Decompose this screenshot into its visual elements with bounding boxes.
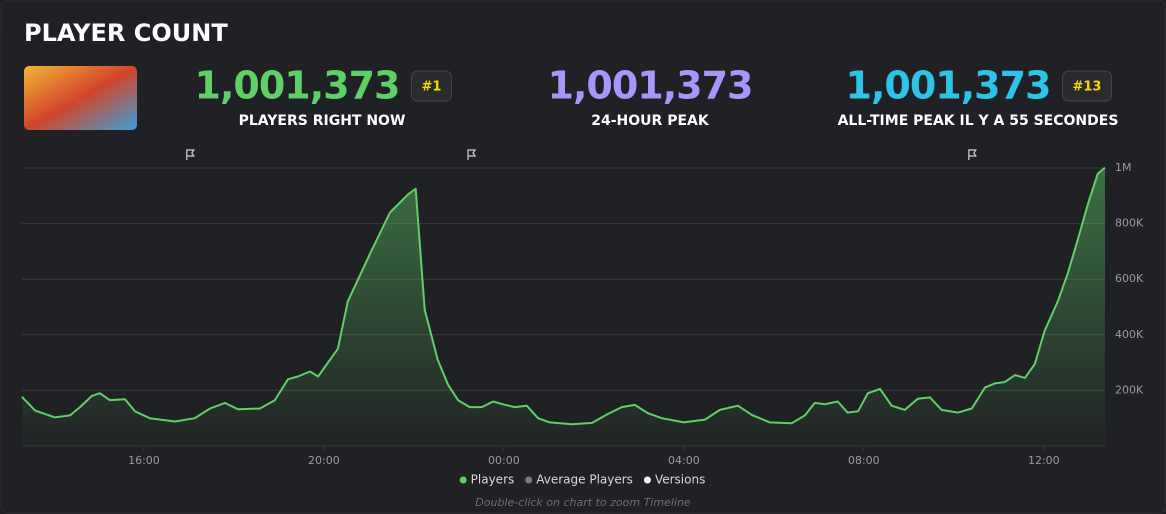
- stat-label: PLAYERS RIGHT NOW: [239, 113, 406, 129]
- rank-badge: [1061, 70, 1112, 102]
- chart-hint: Double-click on chart to zoom Timeline: [475, 496, 691, 509]
- stat-value: 1,001,373: [548, 64, 753, 108]
- x-tick-label: 04:00: [668, 454, 700, 467]
- legend-label: Versions: [655, 473, 705, 487]
- legend-marker: [459, 476, 467, 484]
- rank-badge-text: #13: [1072, 80, 1101, 95]
- area: [22, 167, 1105, 446]
- x-tick-label: 12:00: [1028, 454, 1060, 467]
- stat-value: 1,001,373: [846, 64, 1051, 108]
- y-tick-label: 200K: [1115, 383, 1144, 396]
- legend-label: Average Players: [536, 473, 633, 487]
- legend-label: Players: [471, 473, 515, 487]
- version-flag: [968, 149, 977, 160]
- legend-marker: [525, 476, 533, 484]
- stat-value: 1,001,373: [195, 64, 400, 108]
- version-flag: [467, 149, 477, 160]
- x-tick-label: 16:00: [128, 454, 160, 467]
- x-tick-label: 08:00: [848, 454, 880, 467]
- stat-label: 24-HOUR PEAK: [591, 113, 710, 129]
- x-tick-label: 20:00: [308, 454, 340, 467]
- page-title: PLAYER COUNT: [24, 19, 228, 47]
- y-tick-label: 800K: [1115, 217, 1144, 230]
- y-tick-label: 1M: [1115, 161, 1132, 174]
- stat-label: ALL-TIME PEAK IL Y A 55 SECONDES: [838, 113, 1119, 129]
- rank-badge: [410, 70, 452, 102]
- x-tick-label: 00:00: [488, 454, 520, 467]
- rank-badge-text: #1: [421, 80, 441, 95]
- y-tick-label: 400K: [1115, 328, 1144, 341]
- version-flag: [186, 149, 195, 160]
- y-tick-label: 600K: [1115, 272, 1144, 285]
- game-thumbnail[interactable]: [24, 66, 137, 130]
- legend-marker: [643, 476, 651, 484]
- line: [21, 166, 1106, 426]
